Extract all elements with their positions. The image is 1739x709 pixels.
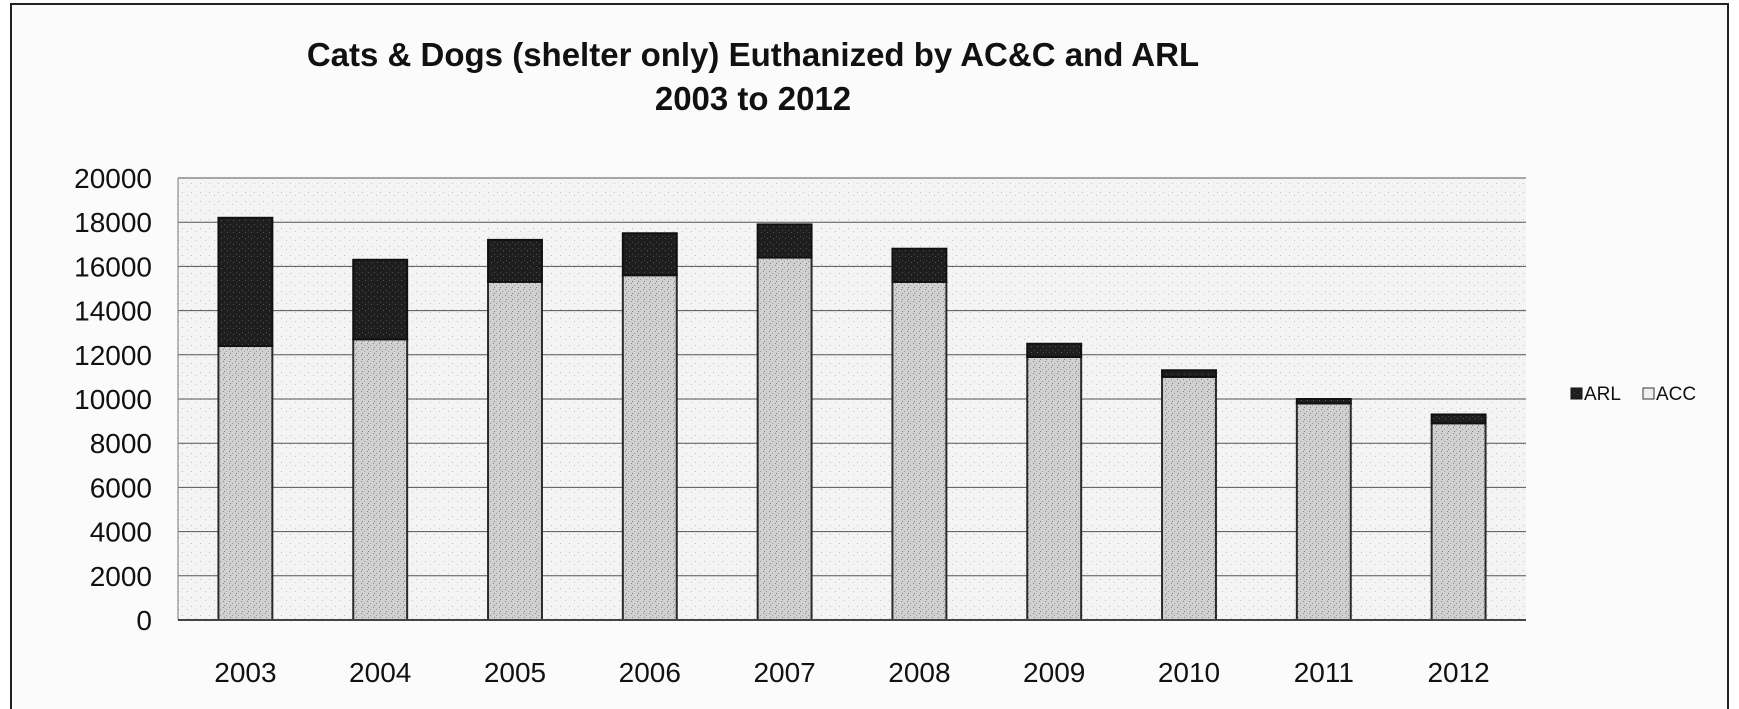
bar-arl-2005: [487, 238, 543, 283]
bar-arl-2012: [1430, 413, 1487, 425]
legend-label-arl: ARL: [1584, 384, 1621, 405]
chart-title: Cats & Dogs (shelter only) Euthanized by…: [307, 36, 1199, 73]
bar-acc-2006: [621, 274, 678, 621]
x-tick-label: 2006: [619, 657, 681, 688]
bar-arl-2008: [891, 247, 948, 283]
bar-arl-2009: [1026, 342, 1083, 359]
x-tick-label: 2003: [214, 657, 276, 688]
y-tick-label: 20000: [74, 163, 152, 194]
y-axis: 0 2000 4000 6000 8000 10000 12000 14000 16000 180…: [74, 163, 179, 636]
y-tick-label: 8000: [90, 428, 152, 459]
y-tick-label: 10000: [74, 384, 152, 415]
bar-acc-2012: [1430, 422, 1487, 621]
legend-label-acc: ACC: [1656, 384, 1696, 405]
legend-swatch-arl: [1570, 387, 1583, 400]
x-tick-label: 2009: [1023, 657, 1085, 688]
y-tick-label: 16000: [74, 251, 152, 282]
x-tick-label: 2012: [1427, 657, 1489, 688]
x-tick-label: 2005: [484, 657, 546, 688]
y-tick-label: 6000: [90, 472, 152, 503]
bar-acc-2010: [1161, 375, 1217, 621]
x-axis: 2003 2004 2005 2006 2007 2008 2009 2010 2011 2012: [178, 619, 1526, 688]
x-tick-label: 2007: [753, 657, 815, 688]
y-tick-label: 0: [136, 605, 152, 636]
bars: [217, 216, 1487, 622]
y-tick-label: 4000: [90, 517, 152, 548]
y-tick-label: 14000: [74, 296, 152, 327]
y-tick-label: 18000: [74, 207, 152, 238]
bar-arl-2011: [1295, 398, 1352, 405]
bar-acc-2005: [487, 280, 543, 621]
x-tick-label: 2010: [1158, 657, 1220, 688]
y-tick-label: 12000: [74, 340, 152, 371]
x-tick-label: 2011: [1294, 657, 1354, 688]
legend-swatch-acc: [1642, 387, 1655, 400]
bar-acc-2011: [1295, 402, 1352, 622]
x-tick-label: 2004: [349, 657, 411, 688]
x-tick-label: 2008: [888, 657, 950, 688]
bar-arl-2010: [1161, 369, 1217, 378]
bar-arl-2003: [217, 216, 274, 347]
bar-arl-2007: [756, 223, 813, 259]
legend: ARL ACC: [1570, 384, 1696, 405]
bar-acc-2009: [1026, 356, 1083, 621]
bar-arl-2006: [621, 232, 678, 277]
bar-acc-2007: [756, 256, 813, 621]
bar-acc-2008: [891, 280, 948, 621]
bar-arl-2004: [352, 258, 409, 341]
y-tick-label: 2000: [90, 561, 152, 592]
chart-subtitle: 2003 to 2012: [655, 80, 851, 117]
bar-acc-2003: [217, 344, 274, 621]
bar-acc-2004: [352, 338, 409, 621]
